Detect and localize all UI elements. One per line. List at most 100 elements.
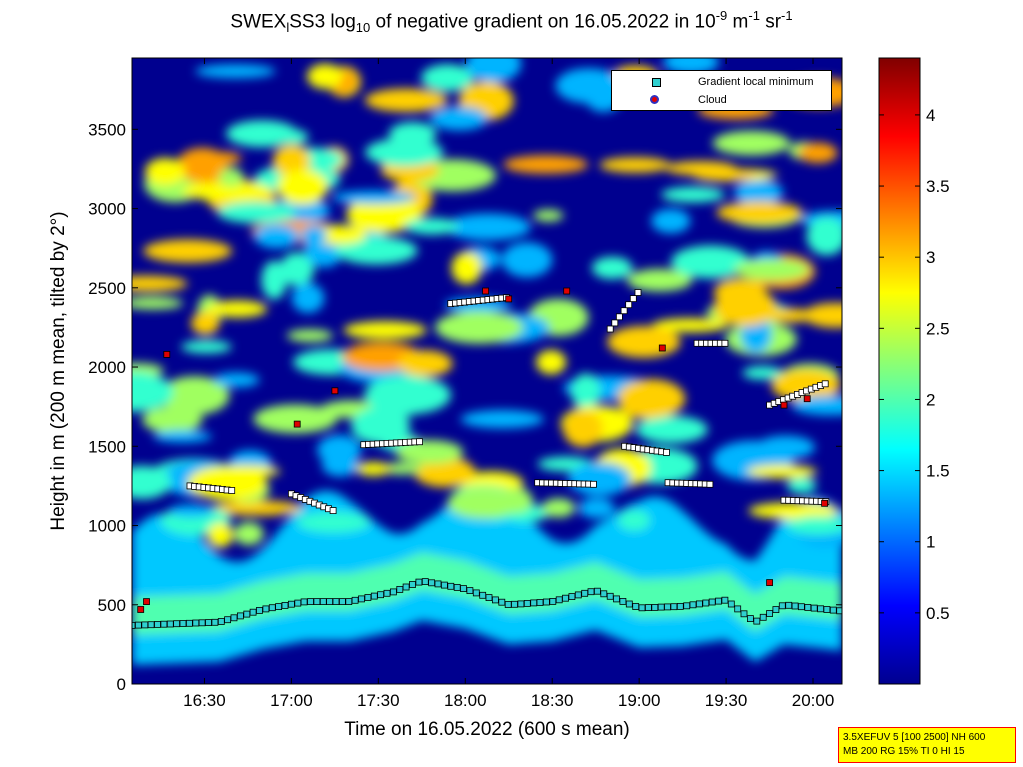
x-axis-label: Time on 16.05.2022 (600 s mean) xyxy=(344,719,630,740)
minimum-marker xyxy=(287,600,295,608)
heatmap-cell xyxy=(806,216,842,256)
minimum-marker xyxy=(817,605,824,613)
colorbar xyxy=(878,57,921,685)
heatmap-cell xyxy=(208,300,268,318)
heatmap-cell xyxy=(748,502,839,520)
heatmap-cell xyxy=(132,465,172,499)
minimum-marker xyxy=(364,594,372,601)
heatmap-cell xyxy=(213,372,260,388)
minimum-marker xyxy=(428,579,436,587)
heatmap-cell xyxy=(317,434,362,465)
heatmap-cell xyxy=(279,252,315,286)
minimum-marker xyxy=(326,598,334,605)
minimum-marker xyxy=(683,602,691,610)
minimum-marker xyxy=(600,590,608,598)
minimum-marker xyxy=(562,594,569,602)
minimum-marker xyxy=(594,587,601,595)
colorbar-tick-label: 0.5 xyxy=(926,604,950,623)
heatmap-cell xyxy=(541,498,576,518)
heatmap-cell xyxy=(210,465,281,478)
minimum-marker xyxy=(173,620,181,628)
minimum-marker xyxy=(402,583,410,591)
heatmap-cell xyxy=(364,88,448,113)
minimum-marker xyxy=(587,588,595,596)
minimum-marker xyxy=(300,598,308,606)
plot-frame xyxy=(131,57,843,685)
heatmap-cell xyxy=(253,404,338,434)
cloud-marker xyxy=(658,344,666,352)
minimum-marker xyxy=(256,607,263,614)
heatmap-cell xyxy=(233,522,264,546)
heatmap-cell xyxy=(355,462,392,476)
colorbar-axis: 0.5 1 1.5 2 2.5 3 3.5 4 xyxy=(879,106,950,623)
minimum-marker xyxy=(504,601,512,608)
heatmap-cell xyxy=(276,169,328,205)
x-axis: 16:30 17:00 17:30 18:00 18:30 19:00 19:30 20:00 xyxy=(183,58,834,710)
minimum-marker xyxy=(147,621,155,629)
heatmap-cell xyxy=(430,106,488,131)
heatmap-cell xyxy=(181,340,232,354)
minimum-marker xyxy=(785,601,793,609)
minimum-marker xyxy=(370,592,378,600)
heatmap-cell xyxy=(742,366,783,380)
heatmap-cell xyxy=(533,209,564,222)
minimum-marker xyxy=(211,618,219,626)
minimum-marker xyxy=(836,607,842,615)
minimum-marker xyxy=(581,589,589,597)
minimum-marker xyxy=(192,619,200,627)
minimum-marker xyxy=(625,600,633,608)
minimum-marker xyxy=(313,598,321,605)
heatmap-cell xyxy=(444,213,531,241)
minimum-marker xyxy=(606,592,614,600)
x-tick-label: 19:30 xyxy=(705,691,748,710)
minimum-marker xyxy=(329,507,337,515)
minimum-marker xyxy=(634,289,642,296)
legend-entry-minimum: Gradient local minimum xyxy=(612,73,831,91)
heatmap-cell xyxy=(652,318,729,333)
minimum-marker xyxy=(134,621,142,629)
heatmap-cell xyxy=(191,311,220,335)
y-tick-label: 2000 xyxy=(88,358,126,377)
minimum-marker xyxy=(590,480,597,488)
minimum-marker xyxy=(472,589,480,597)
minimum-marker xyxy=(798,603,805,611)
heatmap-cell xyxy=(351,407,411,445)
y-tick-label: 1500 xyxy=(88,437,126,456)
cloud-marker xyxy=(293,420,301,428)
minimum-marker xyxy=(268,604,276,612)
circle-marker-icon xyxy=(650,95,659,104)
minimum-marker xyxy=(434,580,442,588)
heatmap-cell xyxy=(460,410,544,429)
chart-title: SWEXlSS3 log10 of negative gradient on 1… xyxy=(230,8,793,36)
minimum-marker xyxy=(415,578,423,586)
minimum-marker xyxy=(160,620,168,628)
heatmap-cell xyxy=(381,462,423,475)
minimum-marker xyxy=(179,620,187,627)
minimum-marker xyxy=(606,325,614,333)
minimum-marker xyxy=(338,598,346,605)
x-tick-label: 20:00 xyxy=(792,691,835,710)
minimum-marker xyxy=(141,621,149,629)
minimum-marker xyxy=(740,610,748,618)
heatmap-cell xyxy=(144,157,186,186)
heatmap-cell xyxy=(182,181,272,202)
minimum-marker xyxy=(236,612,244,620)
minimum-marker xyxy=(747,615,754,622)
minimum-marker xyxy=(262,605,270,613)
heatmap-cell xyxy=(132,275,188,292)
heatmap-cell xyxy=(747,464,818,479)
heatmap-cell xyxy=(421,64,474,92)
minimum-marker xyxy=(377,591,385,599)
minimum-marker xyxy=(708,598,716,606)
minimum-marker xyxy=(613,595,620,603)
minimum-marker xyxy=(491,596,499,604)
heatmap-cell xyxy=(733,258,810,281)
heatmap-cell xyxy=(578,498,615,519)
minimum-marker xyxy=(727,600,735,608)
minimum-marker xyxy=(185,619,193,627)
heatmap-cell xyxy=(712,130,791,156)
y-tick-label: 0 xyxy=(117,675,126,694)
heatmap-cell xyxy=(331,190,416,205)
heatmap-cell xyxy=(618,379,676,420)
